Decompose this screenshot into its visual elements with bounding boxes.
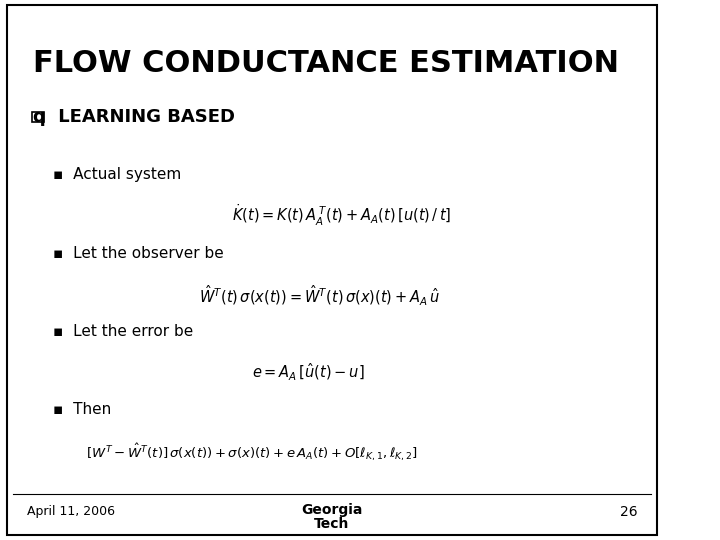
Text: ▪  Let the error be: ▪ Let the error be [53, 324, 194, 339]
Text: $e = A_A\,[\hat{u}(t) - u]$: $e = A_A\,[\hat{u}(t) - u]$ [252, 362, 365, 383]
Text: April 11, 2006: April 11, 2006 [27, 505, 114, 518]
Text: $\dot{K}(t) = K(t)\,A_A^{\,T}(t) + A_A(t)\,[u(t)\,/\,t]$: $\dot{K}(t) = K(t)\,A_A^{\,T}(t) + A_A(t… [233, 202, 452, 228]
Text: Georgia
Tech: Georgia Tech [302, 503, 363, 531]
Text: $[W^T - \hat{W}^T(t)]\,\sigma(x(t)) + \sigma(x)(t) + e\,A_A(t) + O[\ell_{K,1},\e: $[W^T - \hat{W}^T(t)]\,\sigma(x(t)) + \s… [86, 441, 418, 463]
Text: FLOW CONDUCTANCE ESTIMATION: FLOW CONDUCTANCE ESTIMATION [33, 49, 619, 78]
Text: ▪  Actual system: ▪ Actual system [53, 167, 181, 183]
Text: ▪  Let the observer be: ▪ Let the observer be [53, 246, 224, 261]
Text: q  LEARNING BASED: q LEARNING BASED [33, 108, 235, 126]
Bar [32, 112, 44, 122]
Text: ▪  Then: ▪ Then [53, 402, 112, 417]
Text: $\hat{W}^T(t)\,\sigma(x(t)) = \hat{W}^T(t)\,\sigma(x)(t) + A_A\,\hat{u}$: $\hat{W}^T(t)\,\sigma(x(t)) = \hat{W}^T(… [199, 284, 440, 308]
Text: 26: 26 [620, 505, 637, 519]
FancyBboxPatch shape [6, 5, 657, 535]
